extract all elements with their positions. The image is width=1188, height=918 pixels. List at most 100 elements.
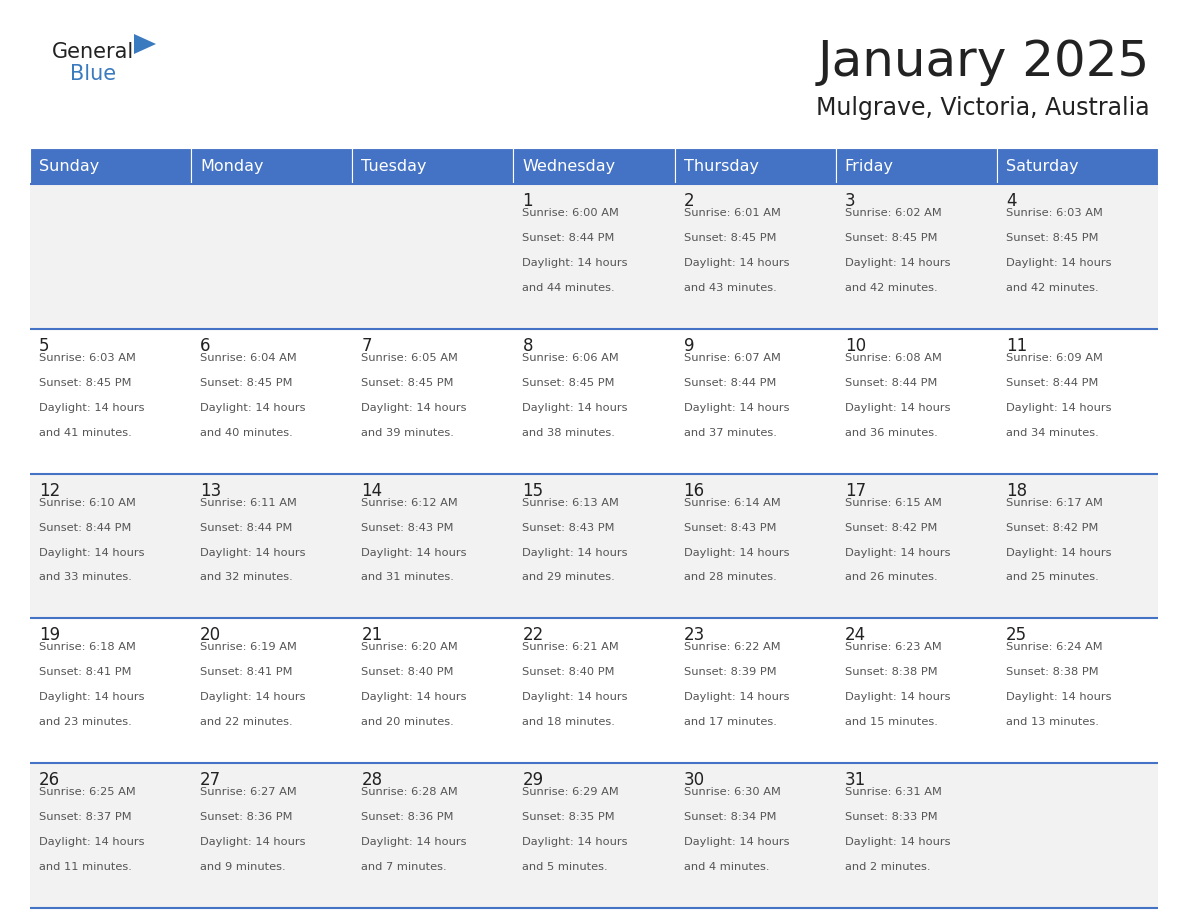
Bar bbox=[997, 148, 1158, 184]
Text: Daylight: 14 hours: Daylight: 14 hours bbox=[683, 547, 789, 557]
Text: Sunrise: 6:25 AM: Sunrise: 6:25 AM bbox=[39, 788, 135, 797]
Text: Daylight: 14 hours: Daylight: 14 hours bbox=[683, 837, 789, 847]
Text: 27: 27 bbox=[200, 771, 221, 789]
Text: and 43 minutes.: and 43 minutes. bbox=[683, 283, 776, 293]
Text: 23: 23 bbox=[683, 626, 704, 644]
Text: Sunset: 8:43 PM: Sunset: 8:43 PM bbox=[361, 522, 454, 532]
Text: Sunrise: 6:30 AM: Sunrise: 6:30 AM bbox=[683, 788, 781, 797]
Text: Sunrise: 6:02 AM: Sunrise: 6:02 AM bbox=[845, 208, 941, 218]
Text: Sunday: Sunday bbox=[39, 159, 100, 174]
Text: Daylight: 14 hours: Daylight: 14 hours bbox=[361, 403, 467, 413]
Bar bbox=[30, 148, 191, 184]
Text: Tuesday: Tuesday bbox=[361, 159, 426, 174]
Text: Sunrise: 6:28 AM: Sunrise: 6:28 AM bbox=[361, 788, 459, 797]
Text: 3: 3 bbox=[845, 192, 855, 210]
Text: and 22 minutes.: and 22 minutes. bbox=[200, 717, 292, 727]
Text: 24: 24 bbox=[845, 626, 866, 644]
Text: Daylight: 14 hours: Daylight: 14 hours bbox=[845, 692, 950, 702]
Text: 12: 12 bbox=[39, 482, 61, 499]
Text: Sunrise: 6:19 AM: Sunrise: 6:19 AM bbox=[200, 643, 297, 653]
Text: Sunrise: 6:07 AM: Sunrise: 6:07 AM bbox=[683, 353, 781, 363]
Text: and 34 minutes.: and 34 minutes. bbox=[1006, 428, 1099, 438]
Text: and 18 minutes.: and 18 minutes. bbox=[523, 717, 615, 727]
Text: Sunset: 8:39 PM: Sunset: 8:39 PM bbox=[683, 667, 776, 677]
Text: Daylight: 14 hours: Daylight: 14 hours bbox=[200, 547, 305, 557]
Text: and 44 minutes.: and 44 minutes. bbox=[523, 283, 615, 293]
Text: Sunset: 8:45 PM: Sunset: 8:45 PM bbox=[1006, 233, 1099, 243]
Text: Sunrise: 6:10 AM: Sunrise: 6:10 AM bbox=[39, 498, 135, 508]
Text: Sunset: 8:45 PM: Sunset: 8:45 PM bbox=[39, 378, 132, 387]
Text: Sunset: 8:41 PM: Sunset: 8:41 PM bbox=[200, 667, 292, 677]
Text: and 32 minutes.: and 32 minutes. bbox=[200, 573, 293, 583]
Text: Sunset: 8:44 PM: Sunset: 8:44 PM bbox=[845, 378, 937, 387]
Text: 29: 29 bbox=[523, 771, 544, 789]
Text: Sunrise: 6:03 AM: Sunrise: 6:03 AM bbox=[1006, 208, 1102, 218]
Text: January 2025: January 2025 bbox=[817, 38, 1150, 86]
Text: and 2 minutes.: and 2 minutes. bbox=[845, 862, 930, 872]
Text: 4: 4 bbox=[1006, 192, 1017, 210]
Text: Daylight: 14 hours: Daylight: 14 hours bbox=[361, 547, 467, 557]
Text: and 11 minutes.: and 11 minutes. bbox=[39, 862, 132, 872]
Text: General: General bbox=[52, 42, 134, 62]
Bar bbox=[30, 474, 1158, 619]
Text: and 36 minutes.: and 36 minutes. bbox=[845, 428, 937, 438]
Text: and 37 minutes.: and 37 minutes. bbox=[683, 428, 777, 438]
Bar bbox=[191, 148, 353, 184]
Text: 5: 5 bbox=[39, 337, 50, 354]
Text: 8: 8 bbox=[523, 337, 533, 354]
Text: Sunrise: 6:17 AM: Sunrise: 6:17 AM bbox=[1006, 498, 1102, 508]
Text: Sunset: 8:44 PM: Sunset: 8:44 PM bbox=[683, 378, 776, 387]
Text: Sunset: 8:41 PM: Sunset: 8:41 PM bbox=[39, 667, 132, 677]
Bar bbox=[30, 619, 1158, 763]
Text: 30: 30 bbox=[683, 771, 704, 789]
Text: 20: 20 bbox=[200, 626, 221, 644]
Text: and 4 minutes.: and 4 minutes. bbox=[683, 862, 769, 872]
Text: and 26 minutes.: and 26 minutes. bbox=[845, 573, 937, 583]
Text: and 25 minutes.: and 25 minutes. bbox=[1006, 573, 1099, 583]
Text: Daylight: 14 hours: Daylight: 14 hours bbox=[845, 403, 950, 413]
Text: 21: 21 bbox=[361, 626, 383, 644]
Text: Daylight: 14 hours: Daylight: 14 hours bbox=[683, 403, 789, 413]
Text: Daylight: 14 hours: Daylight: 14 hours bbox=[200, 837, 305, 847]
Text: and 40 minutes.: and 40 minutes. bbox=[200, 428, 293, 438]
Text: Daylight: 14 hours: Daylight: 14 hours bbox=[361, 692, 467, 702]
Text: Daylight: 14 hours: Daylight: 14 hours bbox=[523, 692, 628, 702]
Text: Daylight: 14 hours: Daylight: 14 hours bbox=[39, 692, 145, 702]
Text: Sunset: 8:38 PM: Sunset: 8:38 PM bbox=[845, 667, 937, 677]
Text: Sunrise: 6:21 AM: Sunrise: 6:21 AM bbox=[523, 643, 619, 653]
Text: and 9 minutes.: and 9 minutes. bbox=[200, 862, 286, 872]
Text: 25: 25 bbox=[1006, 626, 1026, 644]
Text: Sunset: 8:45 PM: Sunset: 8:45 PM bbox=[523, 378, 615, 387]
Text: and 29 minutes.: and 29 minutes. bbox=[523, 573, 615, 583]
Text: Daylight: 14 hours: Daylight: 14 hours bbox=[523, 258, 628, 268]
Text: 11: 11 bbox=[1006, 337, 1028, 354]
Bar bbox=[675, 148, 835, 184]
Text: Sunset: 8:36 PM: Sunset: 8:36 PM bbox=[200, 812, 292, 823]
Text: and 38 minutes.: and 38 minutes. bbox=[523, 428, 615, 438]
Bar bbox=[513, 148, 675, 184]
Text: and 39 minutes.: and 39 minutes. bbox=[361, 428, 454, 438]
Text: Daylight: 14 hours: Daylight: 14 hours bbox=[1006, 258, 1111, 268]
Text: and 33 minutes.: and 33 minutes. bbox=[39, 573, 132, 583]
Text: and 31 minutes.: and 31 minutes. bbox=[361, 573, 454, 583]
Text: Sunrise: 6:18 AM: Sunrise: 6:18 AM bbox=[39, 643, 135, 653]
Text: Daylight: 14 hours: Daylight: 14 hours bbox=[1006, 547, 1111, 557]
Text: and 28 minutes.: and 28 minutes. bbox=[683, 573, 776, 583]
Text: Wednesday: Wednesday bbox=[523, 159, 615, 174]
Text: Sunrise: 6:08 AM: Sunrise: 6:08 AM bbox=[845, 353, 942, 363]
Text: 2: 2 bbox=[683, 192, 694, 210]
Text: Daylight: 14 hours: Daylight: 14 hours bbox=[1006, 403, 1111, 413]
Text: Daylight: 14 hours: Daylight: 14 hours bbox=[845, 547, 950, 557]
Text: 19: 19 bbox=[39, 626, 61, 644]
Text: Daylight: 14 hours: Daylight: 14 hours bbox=[39, 837, 145, 847]
Bar bbox=[353, 148, 513, 184]
Text: Thursday: Thursday bbox=[683, 159, 759, 174]
Text: 9: 9 bbox=[683, 337, 694, 354]
Bar bbox=[30, 184, 1158, 329]
Text: Sunset: 8:42 PM: Sunset: 8:42 PM bbox=[845, 522, 937, 532]
Text: Saturday: Saturday bbox=[1006, 159, 1079, 174]
Text: Daylight: 14 hours: Daylight: 14 hours bbox=[845, 837, 950, 847]
Text: 26: 26 bbox=[39, 771, 61, 789]
Text: Sunset: 8:45 PM: Sunset: 8:45 PM bbox=[200, 378, 292, 387]
Text: Sunrise: 6:05 AM: Sunrise: 6:05 AM bbox=[361, 353, 459, 363]
